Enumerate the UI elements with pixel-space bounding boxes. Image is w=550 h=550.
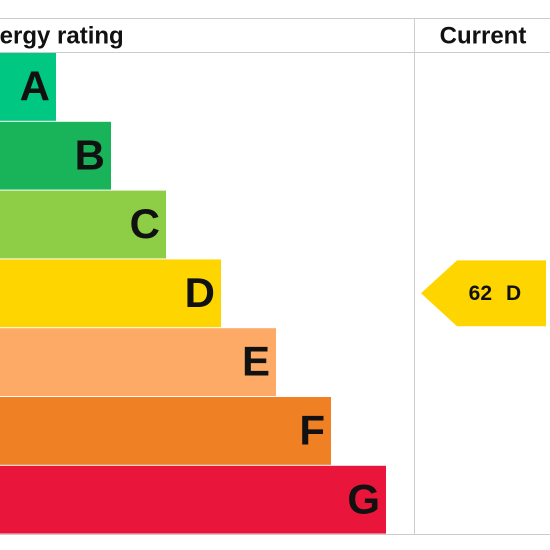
- band-letter: E: [242, 338, 270, 385]
- current-rating: 62 D: [421, 260, 546, 327]
- current-score: 62: [469, 282, 492, 305]
- band-letter: C: [130, 200, 160, 247]
- band-letter: B: [75, 131, 105, 178]
- band-bar: [0, 53, 56, 121]
- current-header: Current: [440, 22, 527, 49]
- current-band: D: [506, 282, 521, 305]
- band-bar: [0, 397, 331, 465]
- band-bar: [0, 465, 386, 534]
- band-bar: [0, 121, 111, 190]
- band-bar: [0, 259, 221, 328]
- band-letter: G: [347, 475, 380, 522]
- current-arrow: [421, 260, 546, 327]
- band-bar: [0, 190, 166, 259]
- band-bar: [0, 328, 276, 396]
- rating-header: Energy rating: [0, 22, 124, 49]
- band-letter: D: [185, 269, 215, 316]
- band-letter: F: [299, 406, 325, 453]
- band-letter: A: [20, 62, 50, 109]
